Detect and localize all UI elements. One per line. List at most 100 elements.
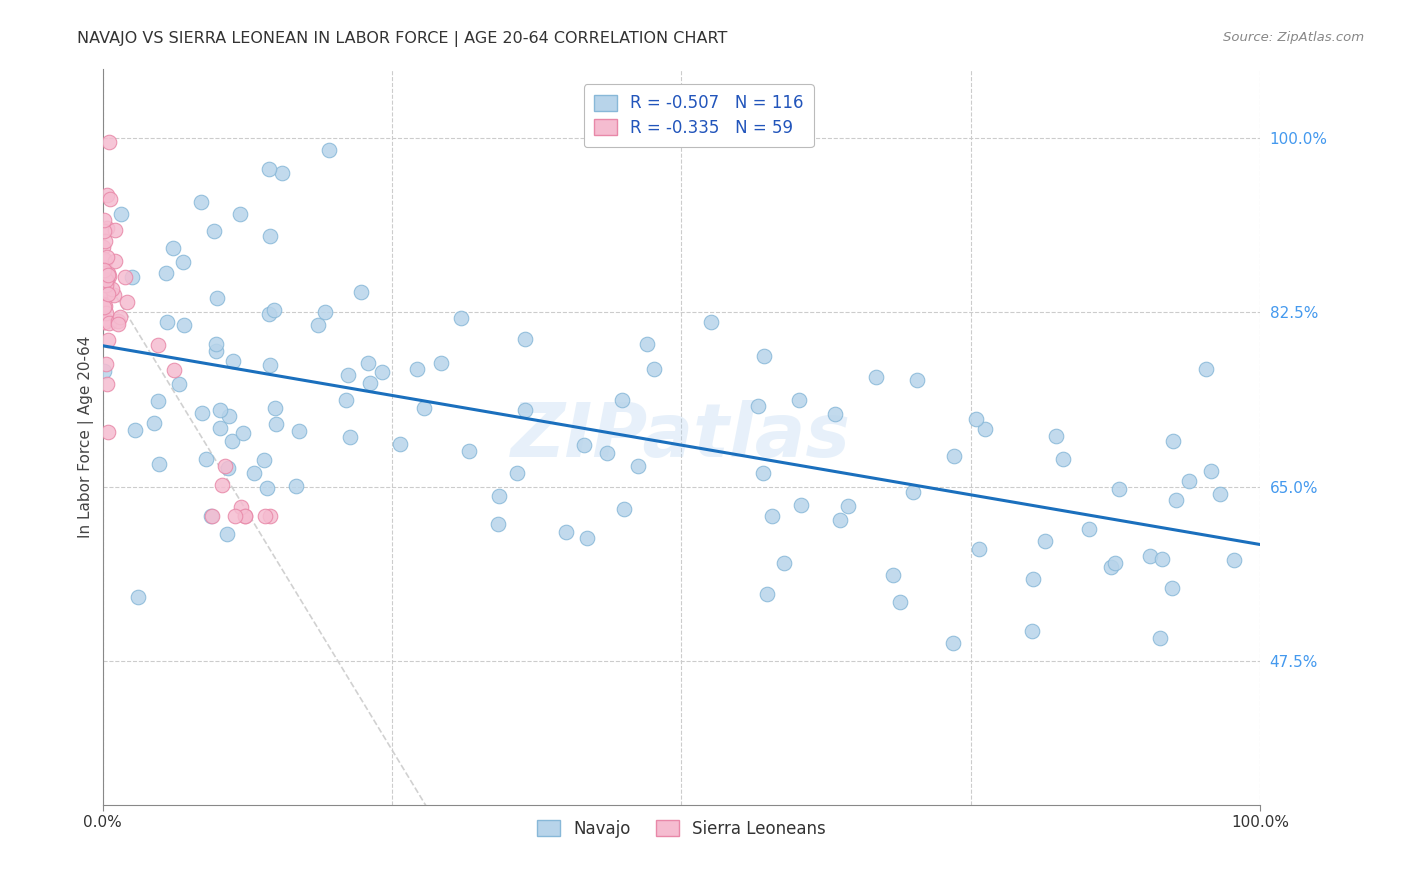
Point xyxy=(93,300,115,314)
Point xyxy=(96,274,118,288)
Point xyxy=(124,423,146,437)
Point xyxy=(217,526,239,541)
Point xyxy=(209,420,232,434)
Point xyxy=(107,314,129,328)
Point xyxy=(117,294,139,309)
Point xyxy=(224,509,246,524)
Point xyxy=(98,135,121,149)
Point xyxy=(93,260,115,274)
Y-axis label: In Labor Force | Age 20-64: In Labor Force | Age 20-64 xyxy=(79,335,94,538)
Point xyxy=(94,234,117,248)
Point xyxy=(506,466,529,480)
Point xyxy=(97,333,120,347)
Point xyxy=(613,501,636,516)
Point xyxy=(1149,631,1171,645)
Point xyxy=(97,266,120,280)
Point xyxy=(93,364,115,378)
Point xyxy=(761,509,783,524)
Point xyxy=(195,452,218,467)
Point xyxy=(318,143,340,157)
Point xyxy=(91,240,114,254)
Point xyxy=(1166,492,1188,507)
Point xyxy=(93,281,115,295)
Legend: Navajo, Sierra Leoneans: Navajo, Sierra Leoneans xyxy=(530,814,832,845)
Point xyxy=(335,393,357,408)
Point xyxy=(430,356,453,370)
Point xyxy=(221,353,243,368)
Point xyxy=(96,285,118,299)
Point xyxy=(1045,428,1067,442)
Point xyxy=(205,291,228,305)
Point xyxy=(229,207,252,221)
Point xyxy=(488,489,510,503)
Point xyxy=(371,365,394,379)
Point xyxy=(610,393,633,408)
Point xyxy=(1021,572,1043,586)
Point xyxy=(1078,522,1101,536)
Point xyxy=(94,278,117,293)
Point xyxy=(98,268,121,283)
Point xyxy=(1035,533,1057,548)
Point xyxy=(314,304,336,318)
Point xyxy=(901,484,924,499)
Point xyxy=(837,499,859,513)
Point xyxy=(256,482,278,496)
Point xyxy=(94,312,117,326)
Point xyxy=(555,525,578,540)
Point xyxy=(143,417,166,431)
Point xyxy=(104,223,127,237)
Point xyxy=(218,409,240,423)
Point xyxy=(1161,581,1184,595)
Point xyxy=(96,273,118,287)
Point xyxy=(889,595,911,609)
Point xyxy=(94,299,117,313)
Point xyxy=(201,509,224,524)
Point xyxy=(94,315,117,329)
Point xyxy=(1021,624,1043,638)
Point xyxy=(97,316,120,330)
Point xyxy=(457,444,479,458)
Point xyxy=(114,270,136,285)
Point xyxy=(96,188,118,202)
Point xyxy=(486,516,509,531)
Point xyxy=(287,425,309,439)
Point xyxy=(257,161,280,176)
Point xyxy=(93,274,115,288)
Point xyxy=(596,446,619,460)
Point xyxy=(93,213,115,227)
Point xyxy=(450,311,472,326)
Point xyxy=(233,509,256,524)
Point xyxy=(513,402,536,417)
Point xyxy=(233,509,256,524)
Point xyxy=(94,268,117,283)
Point xyxy=(190,406,212,420)
Point xyxy=(110,310,132,325)
Point xyxy=(752,349,775,363)
Point xyxy=(357,355,380,369)
Point xyxy=(1222,552,1244,566)
Point xyxy=(127,590,149,604)
Point xyxy=(190,195,212,210)
Point xyxy=(96,250,118,264)
Point xyxy=(264,401,287,416)
Point xyxy=(232,425,254,440)
Point xyxy=(787,393,810,408)
Text: Source: ZipAtlas.com: Source: ZipAtlas.com xyxy=(1223,31,1364,45)
Point xyxy=(167,376,190,391)
Point xyxy=(700,315,723,329)
Point xyxy=(100,282,122,296)
Point xyxy=(636,337,658,351)
Point xyxy=(572,438,595,452)
Point xyxy=(1052,452,1074,467)
Point xyxy=(91,264,114,278)
Point xyxy=(865,370,887,384)
Point xyxy=(121,270,143,285)
Point xyxy=(200,508,222,523)
Point xyxy=(205,337,228,351)
Point xyxy=(965,411,987,425)
Point xyxy=(211,478,233,492)
Point xyxy=(93,252,115,266)
Point xyxy=(752,467,775,481)
Point xyxy=(905,373,928,387)
Point xyxy=(263,303,285,318)
